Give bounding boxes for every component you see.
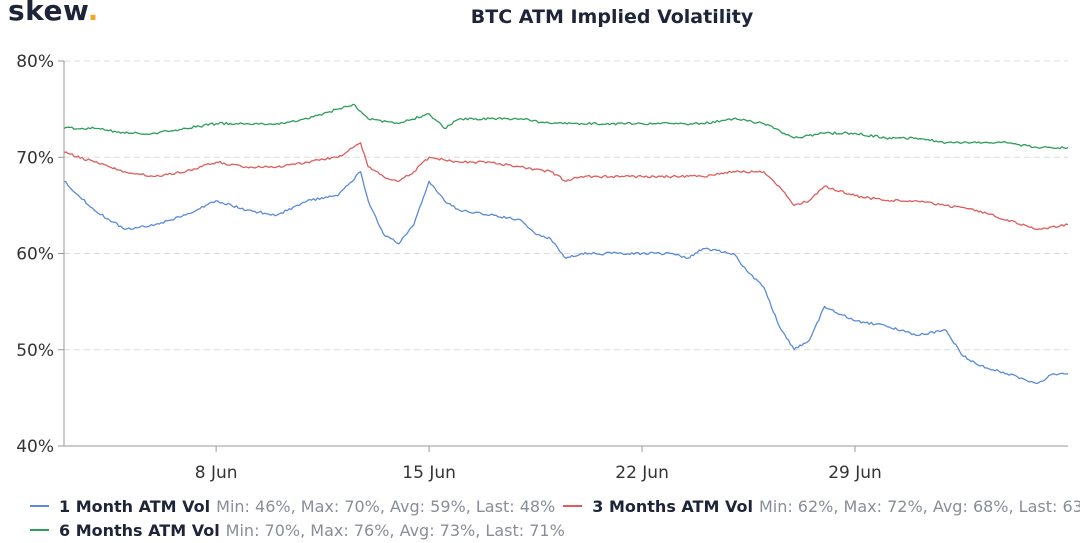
series-line-3m — [63, 142, 1069, 231]
legend-name-3m: 3 Months ATM Vol — [592, 496, 753, 516]
legend: 1 Month ATM Vol Min: 46%, Max: 70%, Avg:… — [30, 494, 1080, 542]
y-tick-label: 80% — [16, 52, 54, 72]
legend-row-1: 1 Month ATM Vol Min: 46%, Max: 70%, Avg:… — [30, 494, 1080, 518]
legend-swatch-1m — [30, 505, 49, 507]
x-tick-label: 15 Jun — [402, 463, 456, 483]
skew-logo: skew. — [8, 0, 99, 27]
gridlines — [64, 60, 1068, 351]
y-tick-label: 70% — [16, 148, 54, 168]
x-tick-label: 8 Jun — [195, 463, 238, 483]
legend-stats-6m: Min: 70%, Max: 76%, Avg: 73%, Last: 71% — [225, 520, 565, 540]
legend-name-1m: 1 Month ATM Vol — [59, 496, 211, 516]
axes: 40% 50% 60% 70% 80% 8 Jun 15 Jun 22 Jun 29 Jun — [16, 52, 1068, 483]
line-chart: 40% 50% 60% 70% 80% 8 Jun 15 Jun 22 Jun 29 Jun — [16, 52, 1069, 483]
y-tick-label: 50% — [16, 341, 54, 361]
legend-row-2: 6 Months ATM Vol Min: 70%, Max: 76%, Avg… — [30, 518, 1080, 542]
logo-dot: . — [87, 0, 99, 27]
legend-swatch-3m — [563, 505, 583, 507]
legend-swatch-6m — [30, 529, 49, 531]
x-tick-label: 22 Jun — [615, 463, 669, 483]
series-line-6m — [63, 103, 1069, 150]
legend-stats-3m: Min: 62%, Max: 72%, Avg: 68%, Last: 63% — [758, 496, 1080, 516]
legend-name-6m: 6 Months ATM Vol — [59, 520, 220, 540]
y-tick-label: 60% — [16, 245, 54, 265]
series-line-1m — [63, 171, 1069, 385]
legend-item-6m[interactable]: 6 Months ATM Vol Min: 70%, Max: 76%, Avg… — [30, 521, 565, 540]
legend-stats-1m: Min: 46%, Max: 70%, Avg: 59%, Last: 48% — [216, 496, 556, 516]
legend-item-3m[interactable]: 3 Months ATM Vol Min: 62%, Max: 72%, Avg… — [563, 497, 1080, 516]
logo-text: skew — [8, 0, 88, 27]
legend-item-1m[interactable]: 1 Month ATM Vol Min: 46%, Max: 70%, Avg:… — [30, 497, 555, 516]
y-tick-label: 40% — [16, 437, 54, 457]
series-layer — [63, 103, 1069, 385]
x-tick-label: 29 Jun — [828, 463, 882, 483]
chart-title: BTC ATM Implied Volatility — [470, 6, 754, 28]
